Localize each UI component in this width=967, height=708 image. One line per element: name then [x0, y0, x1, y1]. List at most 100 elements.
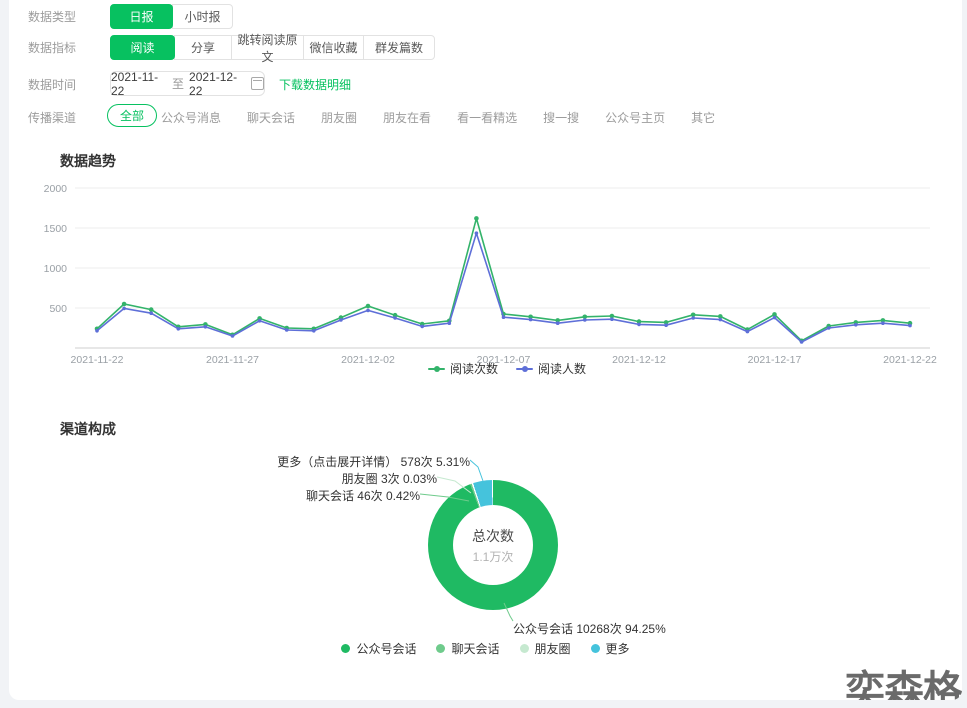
callout-more[interactable]: 更多（点击展开详情） 578次 5.31% — [277, 455, 470, 469]
data-point — [582, 314, 588, 320]
data-type-label: 数据类型 — [28, 10, 77, 24]
data-point — [610, 317, 614, 321]
legend-dot-icon — [436, 644, 446, 653]
legend-dot-icon — [341, 644, 351, 653]
content-card: 数据类型 日报 小时报 数据指标 阅读 分享 跳转阅读原文 微信收藏 群发篇数 … — [9, 0, 962, 700]
data-point — [393, 316, 397, 320]
data-point — [609, 313, 615, 319]
channel-all-pill[interactable]: 全部 — [107, 104, 158, 127]
data-point — [230, 334, 235, 338]
data-point — [880, 318, 886, 323]
trend-line-chart: 500 1000 1500 2000 2021-11-22 2021-11-27 2021-… — [44, 183, 937, 366]
data-point — [881, 321, 885, 325]
data-metric-toggle: 阅读 分享 跳转阅读原文 微信收藏 群发篇数 — [110, 33, 435, 64]
data-point — [121, 301, 127, 307]
legend-item-read-count[interactable]: 阅读次数 — [428, 360, 498, 377]
data-type-toggle: 日报 小时报 — [110, 4, 233, 29]
metric-wechat-favorite-button[interactable]: 微信收藏 — [303, 35, 364, 60]
data-point — [474, 216, 479, 221]
date-start: 2021-11-22 — [111, 69, 159, 98]
data-point — [636, 319, 642, 324]
channel-item-friends-reading[interactable]: 朋友在看 — [383, 111, 432, 125]
data-point — [583, 318, 587, 322]
data-point — [339, 318, 343, 322]
data-point — [257, 319, 262, 323]
trend-line-阅读人数 — [96, 232, 911, 343]
legend-item-reader-count[interactable]: 阅读人数 — [516, 360, 586, 377]
legend-dot-icon — [590, 644, 600, 653]
data-point — [637, 322, 641, 327]
data-point — [501, 315, 506, 319]
data-point — [555, 318, 560, 323]
trend-line-阅读次数 — [96, 217, 911, 342]
data-point — [203, 325, 208, 329]
data-point — [365, 303, 371, 309]
metric-jump-original-button[interactable]: 跳转阅读原文 — [231, 33, 304, 64]
data-point — [772, 312, 777, 317]
data-point — [745, 329, 750, 334]
data-metric-label: 数据指标 — [28, 41, 77, 55]
legend-item-chat-session[interactable]: 聊天会话 — [436, 640, 500, 657]
channel-list: 公众号消息 聊天会话 朋友圈 朋友在看 看一看精选 搜一搜 公众号主页 其它 — [161, 109, 715, 126]
download-detail-link[interactable]: 下载数据明细 — [279, 78, 352, 92]
metric-share-button[interactable]: 分享 — [174, 35, 232, 60]
data-point — [528, 317, 533, 322]
legend-item-moments[interactable]: 朋友圈 — [519, 640, 571, 657]
data-point — [149, 311, 153, 315]
data-point — [772, 315, 777, 320]
date-range-picker[interactable]: 2021-11-22 至 2021-12-22 — [110, 69, 265, 98]
legend-item-official-session[interactable]: 公众号会话 — [341, 640, 416, 657]
data-point — [474, 231, 479, 235]
trend-section-title: 数据趋势 — [60, 153, 116, 169]
x-axis-tick-label: 2021-11-22 — [71, 354, 124, 366]
donut-leader-lines — [419, 459, 514, 622]
channel-item-profile[interactable]: 公众号主页 — [605, 111, 666, 125]
data-point — [663, 320, 669, 325]
data-point — [826, 326, 831, 330]
x-axis-tick-label: 2021-12-22 — [883, 354, 937, 366]
data-point — [799, 340, 804, 344]
data-time-label: 数据时间 — [28, 78, 77, 92]
data-point — [95, 329, 99, 333]
channel-item-top-stories[interactable]: 看一看精选 — [457, 111, 518, 125]
data-point — [528, 314, 533, 320]
data-point — [392, 312, 398, 318]
data-point — [284, 328, 289, 332]
channel-item-chat[interactable]: 聊天会话 — [247, 111, 296, 125]
metric-mass-send-button[interactable]: 群发篇数 — [363, 35, 435, 60]
watermark-logo: 奕森格 — [845, 668, 962, 700]
channel-item-moments[interactable]: 朋友圈 — [321, 111, 358, 125]
data-point — [908, 323, 912, 328]
metric-read-button[interactable]: 阅读 — [110, 35, 175, 60]
y-axis-tick-label: 1000 — [44, 263, 68, 275]
line-marker-icon — [516, 367, 534, 370]
hourly-report-button[interactable]: 小时报 — [172, 4, 233, 29]
data-point — [122, 306, 126, 311]
date-separator: 至 — [172, 77, 185, 91]
x-axis-tick-label: 2021-12-02 — [341, 354, 395, 366]
data-point — [664, 323, 668, 327]
donut-center: 总次数 1.1万次 — [453, 505, 533, 585]
x-axis-tick-label: 2021-12-17 — [748, 354, 802, 366]
data-point — [420, 324, 425, 329]
data-point — [718, 317, 723, 322]
line-marker-icon — [428, 367, 445, 370]
legend-dot-icon — [519, 644, 529, 653]
data-point — [148, 307, 154, 312]
y-axis-tick-label: 500 — [49, 303, 67, 315]
donut-legend: 公众号会话 聊天会话 朋友圈 更多 — [9, 640, 962, 657]
trend-legend: 阅读次数 阅读人数 — [428, 360, 586, 377]
channel-donut-chart[interactable]: 总次数 1.1万次 — [428, 480, 558, 610]
legend-item-more[interactable]: 更多 — [590, 640, 630, 657]
data-point — [312, 329, 316, 333]
data-point — [854, 323, 858, 327]
composition-section-title: 渠道构成 — [60, 421, 116, 437]
callout-chat: 聊天会话 46次 0.42% — [305, 489, 420, 503]
channel-item-search[interactable]: 搜一搜 — [543, 111, 580, 125]
channel-item-other[interactable]: 其它 — [691, 111, 716, 125]
donut-center-value: 1.1万次 — [472, 549, 514, 564]
donut-center-label: 总次数 — [472, 527, 514, 544]
y-axis-tick-label: 1500 — [44, 223, 68, 235]
daily-report-button[interactable]: 日报 — [110, 4, 173, 29]
channel-item-official-message[interactable]: 公众号消息 — [161, 111, 222, 125]
